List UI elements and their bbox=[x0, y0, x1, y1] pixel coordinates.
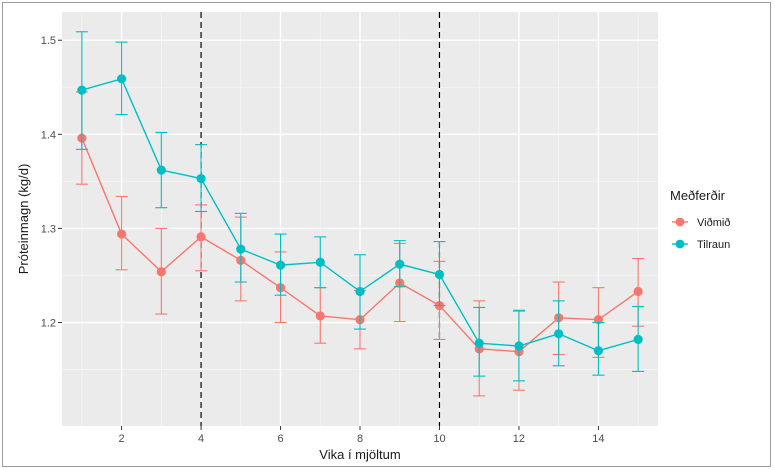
y-axis-title: Próteinmagn (kg/d) bbox=[16, 164, 31, 275]
legend-item: Viðmið bbox=[672, 217, 730, 229]
x-tick-label: 12 bbox=[513, 433, 525, 445]
y-tick-label: 1.3 bbox=[41, 223, 56, 235]
data-point bbox=[236, 244, 246, 254]
data-point bbox=[275, 260, 286, 270]
data-point bbox=[156, 165, 166, 175]
legend-items: Viðmið Tilraun bbox=[672, 217, 730, 251]
data-point bbox=[117, 74, 127, 84]
data-point bbox=[196, 173, 206, 184]
data-point bbox=[77, 85, 87, 95]
data-point bbox=[117, 229, 127, 239]
x-tick-label: 6 bbox=[277, 433, 283, 445]
legend-label: Viðmið bbox=[697, 217, 730, 229]
reference-lines bbox=[200, 12, 441, 426]
legend-key-point bbox=[675, 239, 685, 249]
data-point bbox=[315, 311, 325, 321]
series-layer bbox=[75, 31, 645, 397]
x-axis-title: Vika í mjöltum bbox=[319, 447, 400, 462]
legend-key-point bbox=[675, 217, 685, 227]
x-tick-label: 2 bbox=[119, 433, 125, 445]
data-point bbox=[156, 267, 166, 277]
legend-label: Tilraun bbox=[697, 239, 730, 251]
data-point bbox=[554, 329, 564, 339]
y-axis-ticks: 1.2 1.3 1.4 1.5 bbox=[41, 35, 62, 330]
data-point bbox=[593, 346, 604, 356]
legend: Meðferðir Viðmið Tilraun bbox=[670, 188, 730, 251]
x-tick-label: 4 bbox=[198, 433, 204, 445]
data-point bbox=[474, 338, 484, 348]
data-point bbox=[315, 257, 325, 267]
y-tick-label: 1.5 bbox=[41, 35, 56, 47]
data-point bbox=[355, 286, 365, 297]
data-point bbox=[633, 334, 643, 345]
y-tick-label: 1.2 bbox=[41, 318, 56, 330]
x-tick-label: 8 bbox=[357, 433, 363, 445]
data-point bbox=[514, 341, 524, 351]
x-tick-label: 10 bbox=[433, 433, 445, 445]
series-2 bbox=[75, 31, 645, 382]
x-tick-label: 14 bbox=[592, 433, 604, 445]
data-point bbox=[395, 259, 405, 269]
data-point bbox=[196, 232, 206, 242]
y-tick-label: 1.4 bbox=[41, 129, 56, 141]
x-axis-ticks: 2 4 6 8 10 12 14 bbox=[119, 426, 605, 445]
data-point bbox=[633, 286, 643, 297]
legend-item: Tilraun bbox=[672, 239, 730, 251]
data-point bbox=[434, 269, 445, 280]
legend-title: Meðferðir bbox=[670, 188, 726, 203]
